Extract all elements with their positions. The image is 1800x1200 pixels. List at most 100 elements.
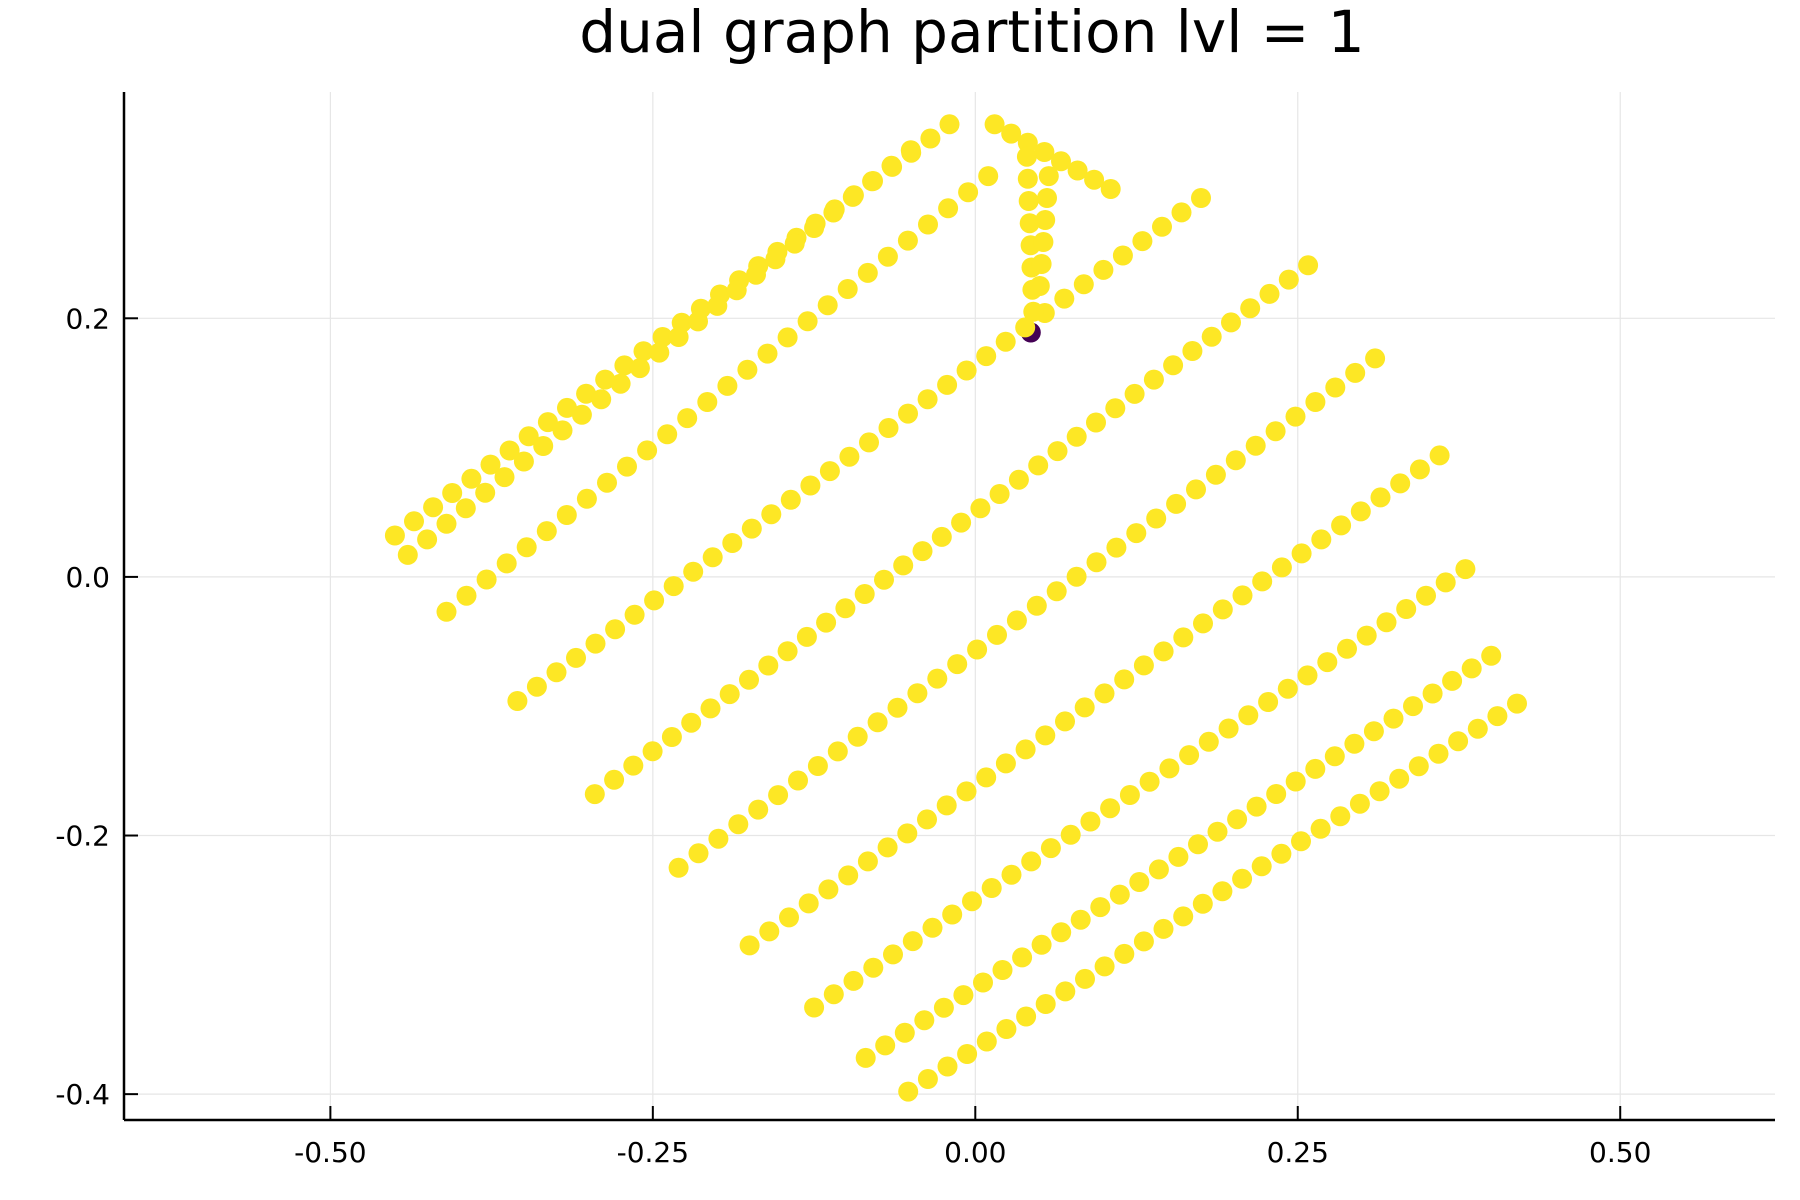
x-tick-label: 0.25	[1267, 1136, 1329, 1169]
scatter-point-partition-a	[976, 346, 997, 367]
scatter-point-partition-a	[847, 726, 868, 747]
scatter-point-partition-a	[1146, 508, 1167, 529]
scatter-point-partition-a	[1266, 784, 1287, 804]
scatter-point-partition-a	[1100, 798, 1121, 819]
scatter-point-partition-a	[859, 432, 879, 453]
scatter-point-partition-a	[1370, 487, 1391, 508]
scatter-point-partition-a	[1205, 464, 1226, 485]
scatter-point-partition-a	[688, 311, 708, 332]
scatter-point-partition-a	[1331, 515, 1352, 536]
scatter-point-partition-a	[933, 997, 954, 1018]
scatter-point-partition-a	[610, 373, 631, 394]
scatter-point-partition-a	[476, 569, 497, 590]
scatter-point-partition-a	[516, 537, 537, 558]
scatter-point-partition-a	[765, 249, 786, 270]
scatter-point-partition-a	[624, 604, 645, 625]
scatter-point-partition-a	[657, 424, 678, 445]
scatter-point-partition-a	[1084, 169, 1105, 190]
scatter-point-partition-a	[1001, 123, 1022, 144]
scatter-point-partition-a	[1356, 625, 1377, 646]
scatter-point-partition-a	[1325, 377, 1346, 398]
scatter-point-partition-a	[681, 712, 702, 733]
scatter-point-partition-a	[1021, 851, 1042, 872]
x-tick-label: -0.25	[617, 1136, 689, 1169]
scatter-point-partition-a	[784, 233, 805, 254]
scatter-point-partition-a	[591, 389, 612, 410]
scatter-point-partition-a	[942, 904, 963, 925]
scatter-point-partition-a	[897, 823, 918, 844]
scatter-point-partition-a	[1365, 348, 1386, 369]
scatter-point-partition-a	[436, 601, 457, 622]
scatter-point-partition-a	[475, 482, 496, 503]
scatter-point-partition-a	[507, 691, 528, 711]
scatter-point-partition-a	[717, 375, 738, 396]
scatter-point-partition-a	[800, 475, 821, 496]
y-tick-label: 0.0	[65, 561, 110, 594]
scatter-point-partition-a	[936, 795, 957, 816]
scatter-point-partition-a	[1133, 655, 1154, 676]
scatter-point-partition-a	[758, 655, 779, 676]
scatter-point-partition-a	[1193, 613, 1213, 634]
scatter-point-partition-a	[922, 917, 943, 938]
scatter-point-partition-a	[1487, 706, 1508, 727]
scatter-point-partition-a	[417, 529, 438, 550]
scatter-point-partition-a	[918, 214, 938, 235]
scatter-point-partition-a	[1227, 809, 1248, 830]
scatter-point-partition-a	[1285, 406, 1306, 427]
scatter-point-partition-a	[748, 799, 769, 820]
scatter-point-partition-a	[1143, 369, 1164, 390]
scatter-point-partition-a	[1051, 151, 1071, 172]
scatter-point-partition-a	[1006, 610, 1027, 631]
scatter-point-partition-a	[1105, 398, 1126, 419]
scatter-point-partition-a	[843, 970, 864, 991]
x-tick-label: -0.50	[294, 1136, 366, 1169]
scatter-point-partition-a	[823, 984, 844, 1005]
scatter-point-partition-a	[881, 155, 902, 176]
scatter-point-partition-a	[1232, 585, 1253, 606]
scatter-point-partition-a	[912, 541, 933, 562]
scatter-point-partition-a	[1271, 843, 1292, 864]
scatter-point-partition-a	[1324, 746, 1345, 767]
scatter-point-partition-a	[1035, 994, 1056, 1014]
scatter-point-partition-a	[920, 128, 941, 149]
scatter-point-partition-a	[1046, 581, 1067, 602]
scatter-point-partition-a	[726, 280, 747, 301]
scatter-point-partition-a	[962, 891, 982, 912]
scatter-point-partition-a	[1031, 254, 1052, 274]
scatter-point-partition-a	[970, 498, 991, 519]
scatter-point-partition-a	[708, 828, 729, 849]
scatter-point-partition-a	[1173, 906, 1194, 927]
scatter-point-partition-a	[939, 114, 960, 135]
scatter-point-partition-a	[804, 218, 825, 238]
scatter-point-partition-a	[1330, 806, 1351, 827]
scatter-point-partition-a	[1201, 326, 1222, 347]
y-tick-label: -0.4	[55, 1078, 110, 1111]
scatter-point-partition-a	[902, 931, 923, 952]
scatter-point-partition-a	[958, 182, 979, 203]
scatter-point-partition-a	[1159, 758, 1180, 779]
scatter-point-partition-a	[1191, 188, 1211, 208]
scatter-point-partition-a	[937, 1056, 958, 1077]
scatter-point-partition-a	[1086, 412, 1106, 433]
scatter-point-partition-a	[1403, 696, 1423, 717]
scatter-point-partition-a	[518, 426, 539, 447]
y-tick-label: -0.2	[55, 820, 110, 853]
scatter-point-partition-a	[917, 809, 937, 830]
scatter-point-partition-a	[566, 647, 586, 668]
scatter-point-partition-a	[777, 327, 798, 348]
scatter-point-partition-a	[595, 369, 616, 390]
scatter-point-partition-a	[818, 879, 839, 900]
scatter-point-partition-a	[728, 814, 749, 835]
scatter-point-partition-a	[987, 624, 1007, 645]
scatter-point-partition-a	[617, 456, 637, 477]
scatter-point-partition-a	[1212, 881, 1233, 902]
scatter-point-partition-a	[707, 295, 728, 316]
scatter-point-partition-a	[1023, 301, 1044, 322]
scatter-point-partition-a	[1016, 1006, 1037, 1027]
scatter-point-partition-a	[1034, 142, 1055, 162]
scatter-point-partition-a	[1038, 166, 1059, 187]
scatter-point-partition-a	[863, 957, 884, 978]
y-tick-label: 0.2	[65, 302, 110, 335]
scatter-point-partition-a	[973, 972, 993, 993]
scatter-points	[384, 114, 1527, 1102]
